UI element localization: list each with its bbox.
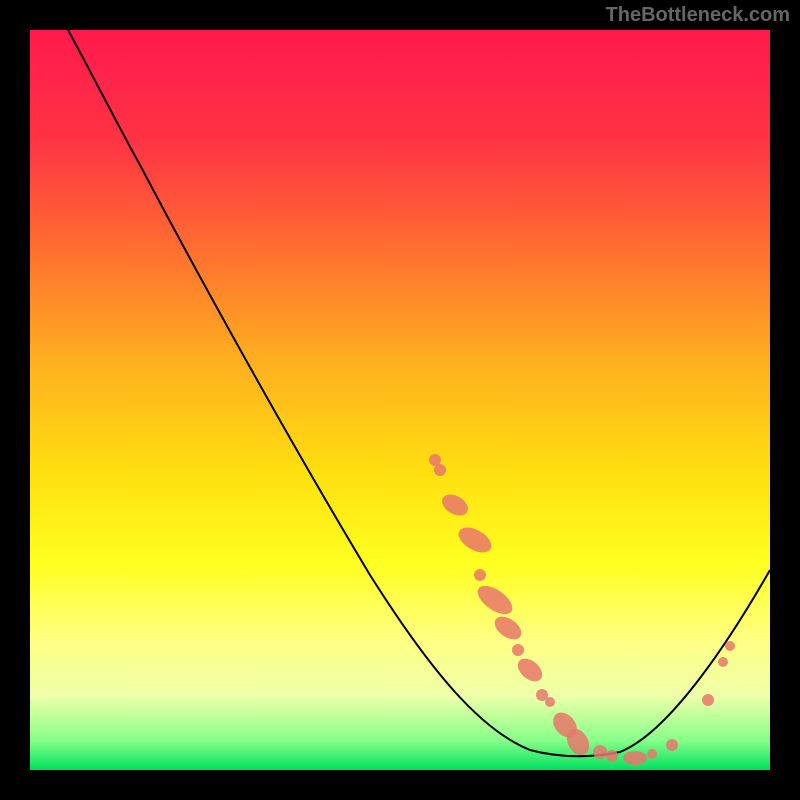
data-marker	[725, 641, 735, 651]
gradient-background	[30, 30, 770, 770]
data-marker	[666, 739, 678, 751]
data-marker	[593, 745, 607, 759]
data-marker	[545, 697, 555, 707]
data-marker	[512, 644, 524, 656]
data-marker	[474, 569, 486, 581]
chart-svg	[30, 30, 770, 770]
data-marker	[623, 751, 647, 765]
data-marker	[718, 657, 728, 667]
data-marker	[647, 749, 657, 759]
data-marker	[434, 464, 446, 476]
data-marker	[606, 750, 618, 762]
watermark-text: TheBottleneck.com	[606, 4, 790, 27]
data-marker	[702, 694, 714, 706]
bottleneck-chart	[30, 30, 770, 770]
